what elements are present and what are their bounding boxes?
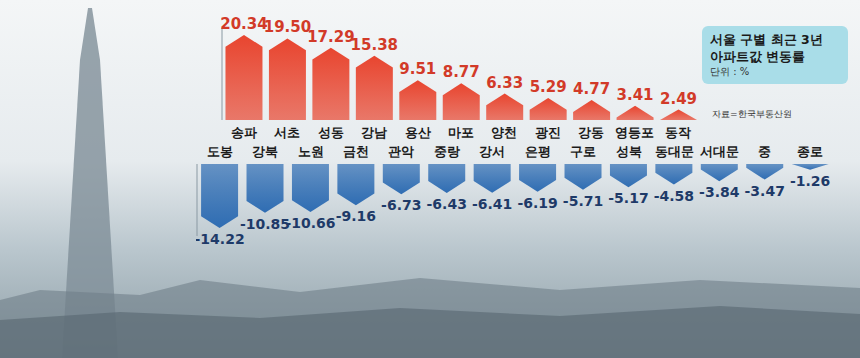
svg-text:송파: 송파 — [231, 125, 257, 140]
svg-text:강북: 강북 — [252, 144, 278, 159]
svg-text:도봉: 도봉 — [207, 144, 233, 159]
svg-text:-9.16: -9.16 — [336, 208, 376, 224]
svg-text:20.34: 20.34 — [221, 15, 268, 33]
svg-text:-4.58: -4.58 — [654, 188, 694, 204]
svg-text:강남: 강남 — [361, 125, 387, 140]
svg-text:17.29: 17.29 — [307, 28, 354, 46]
svg-text:성북: 성북 — [616, 144, 642, 159]
svg-text:마포: 마포 — [448, 125, 474, 140]
svg-text:강동: 강동 — [578, 125, 604, 140]
svg-text:성동: 성동 — [318, 125, 344, 140]
svg-text:서초: 서초 — [274, 125, 300, 140]
svg-text:구로: 구로 — [570, 144, 596, 159]
svg-text:-6.19: -6.19 — [517, 195, 557, 211]
svg-text:-6.41: -6.41 — [472, 196, 512, 212]
svg-text:-10.66: -10.66 — [285, 215, 335, 231]
svg-text:3.41: 3.41 — [617, 86, 654, 104]
svg-text:-5.17: -5.17 — [608, 190, 648, 206]
svg-text:중랑: 중랑 — [434, 144, 460, 159]
svg-text:-3.47: -3.47 — [745, 183, 785, 199]
svg-text:금천: 금천 — [343, 144, 369, 159]
svg-text:-6.43: -6.43 — [427, 196, 467, 212]
html-text:자료=한국부동산원: 자료=한국부동산원 — [712, 109, 792, 119]
svg-text:서대문: 서대문 — [700, 144, 739, 159]
svg-text:15.38: 15.38 — [351, 36, 398, 54]
svg-text:동작: 동작 — [665, 125, 691, 140]
svg-text:영등포: 영등포 — [615, 125, 654, 140]
svg-text:동대문: 동대문 — [655, 144, 694, 159]
svg-text:노원: 노원 — [298, 144, 324, 159]
svg-text:-6.73: -6.73 — [381, 197, 421, 213]
svg-text:-3.84: -3.84 — [699, 184, 740, 200]
svg-text:은평: 은평 — [525, 144, 551, 159]
svg-text:2.49: 2.49 — [660, 90, 697, 108]
svg-text:용산: 용산 — [405, 125, 431, 140]
html-text:서울 구별 최근 3년 아파트값 변동률: 서울 구별 최근 3년 아파트값 변동률 — [710, 32, 823, 64]
html-text:단위 : %: 단위 : % — [710, 66, 750, 77]
svg-text:5.29: 5.29 — [530, 78, 567, 96]
svg-text:-10.85: -10.85 — [240, 216, 290, 232]
svg-text:양천: 양천 — [491, 125, 517, 140]
svg-text:8.77: 8.77 — [443, 63, 480, 81]
svg-text:강서: 강서 — [479, 144, 505, 159]
svg-text:-14.22: -14.22 — [196, 231, 245, 247]
svg-text:종로: 종로 — [797, 144, 823, 159]
svg-text:-1.26: -1.26 — [790, 173, 830, 189]
svg-text:-5.71: -5.71 — [563, 193, 603, 209]
svg-text:중: 중 — [758, 144, 771, 159]
svg-text:19.50: 19.50 — [264, 18, 311, 36]
svg-text:4.77: 4.77 — [573, 80, 610, 98]
svg-text:9.51: 9.51 — [399, 60, 436, 78]
svg-text:6.33: 6.33 — [486, 74, 523, 92]
svg-text:관악: 관악 — [388, 144, 414, 159]
svg-text:광진: 광진 — [535, 125, 561, 140]
